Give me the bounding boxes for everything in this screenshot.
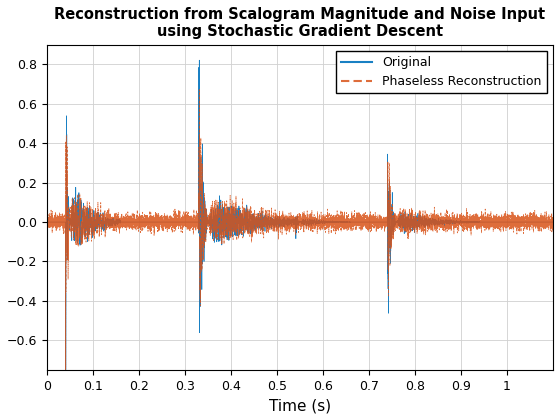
Line: Phaseless Reconstruction: Phaseless Reconstruction [47,89,553,383]
Original [196,58,203,63]
Phaseless Reconstruction [62,381,69,386]
Legend: Original, Phaseless Reconstruction: Original, Phaseless Reconstruction [336,51,547,93]
Phaseless Reconstruction [526,223,533,228]
Original [44,220,50,225]
Original [284,218,291,223]
Phaseless Reconstruction [392,221,399,226]
Phaseless Reconstruction [196,87,203,92]
Original [206,220,213,225]
Original [392,219,399,224]
Original [62,393,69,398]
Phaseless Reconstruction [206,218,213,223]
Title: Reconstruction from Scalogram Magnitude and Noise Input
using Stochastic Gradien: Reconstruction from Scalogram Magnitude … [54,7,545,39]
Phaseless Reconstruction [284,225,291,230]
Phaseless Reconstruction [549,223,556,228]
Original [58,220,65,225]
X-axis label: Time (s): Time (s) [269,398,331,413]
Line: Original: Original [47,60,553,395]
Original [117,219,124,224]
Phaseless Reconstruction [58,224,65,229]
Phaseless Reconstruction [44,221,50,226]
Phaseless Reconstruction [117,218,124,223]
Original [526,220,533,225]
Original [549,220,556,225]
